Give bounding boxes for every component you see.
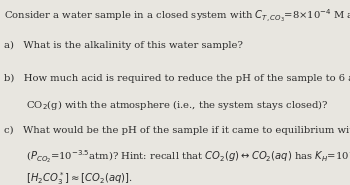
Text: $[H_2CO_3^*] \approx [CO_2(aq)]$.: $[H_2CO_3^*] \approx [CO_2(aq)]$. [4, 170, 132, 185]
Text: CO$_2$(g) with the atmosphere (i.e., the system stays closed)?: CO$_2$(g) with the atmosphere (i.e., the… [4, 98, 328, 112]
Text: Consider a water sample in a closed system with $C_{T,CO_3}$=8×10$^{-4}$ M and p: Consider a water sample in a closed syst… [4, 7, 350, 24]
Text: a)   What is the alkalinity of this water sample?: a) What is the alkalinity of this water … [4, 41, 242, 50]
Text: b)   How much acid is required to reduce the pH of the sample to 6 assuming no e: b) How much acid is required to reduce t… [4, 74, 350, 83]
Text: ($P_{CO_2}$=10$^{-3.5}$atm)? Hint: recall that $CO_2(g) \leftrightarrow CO_2(aq): ($P_{CO_2}$=10$^{-3.5}$atm)? Hint: recal… [4, 148, 350, 165]
Text: c)   What would be the pH of the sample if it came to equilibrium with the atmos: c) What would be the pH of the sample if… [4, 126, 350, 135]
